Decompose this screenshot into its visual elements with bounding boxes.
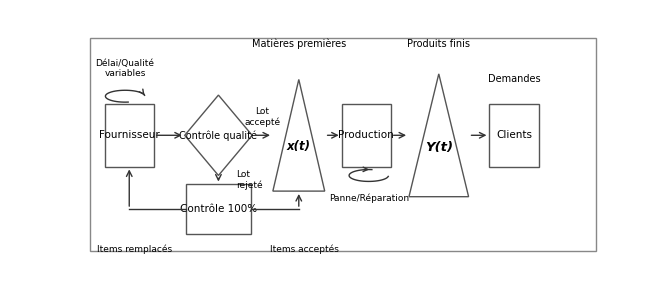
Text: Lot
accepté: Lot accepté: [244, 107, 280, 127]
Text: Contrôle qualité: Contrôle qualité: [179, 130, 258, 141]
Text: Items acceptés: Items acceptés: [270, 244, 339, 254]
Text: Produits finis: Produits finis: [407, 39, 470, 49]
Text: Délai/Qualité
variables: Délai/Qualité variables: [96, 59, 155, 78]
Text: Clients: Clients: [496, 130, 532, 140]
FancyBboxPatch shape: [342, 104, 391, 166]
Text: Matières premières: Matières premières: [252, 39, 346, 49]
Text: Production: Production: [339, 130, 394, 140]
Text: Lot
rejeté: Lot rejeté: [237, 170, 263, 190]
FancyBboxPatch shape: [90, 38, 596, 251]
Text: Contrôle 100%: Contrôle 100%: [180, 204, 257, 214]
Text: Demandes: Demandes: [488, 75, 541, 84]
Text: x(t): x(t): [287, 140, 311, 153]
Text: Items remplacés: Items remplacés: [97, 244, 172, 254]
Text: Y(t): Y(t): [425, 141, 453, 154]
Text: Panne/Réparation: Panne/Réparation: [328, 193, 409, 202]
Polygon shape: [185, 95, 252, 175]
FancyBboxPatch shape: [489, 104, 539, 166]
FancyBboxPatch shape: [186, 184, 251, 233]
Text: Fournisseur: Fournisseur: [99, 130, 160, 140]
Polygon shape: [409, 74, 468, 197]
Polygon shape: [273, 79, 324, 191]
FancyBboxPatch shape: [104, 104, 154, 166]
